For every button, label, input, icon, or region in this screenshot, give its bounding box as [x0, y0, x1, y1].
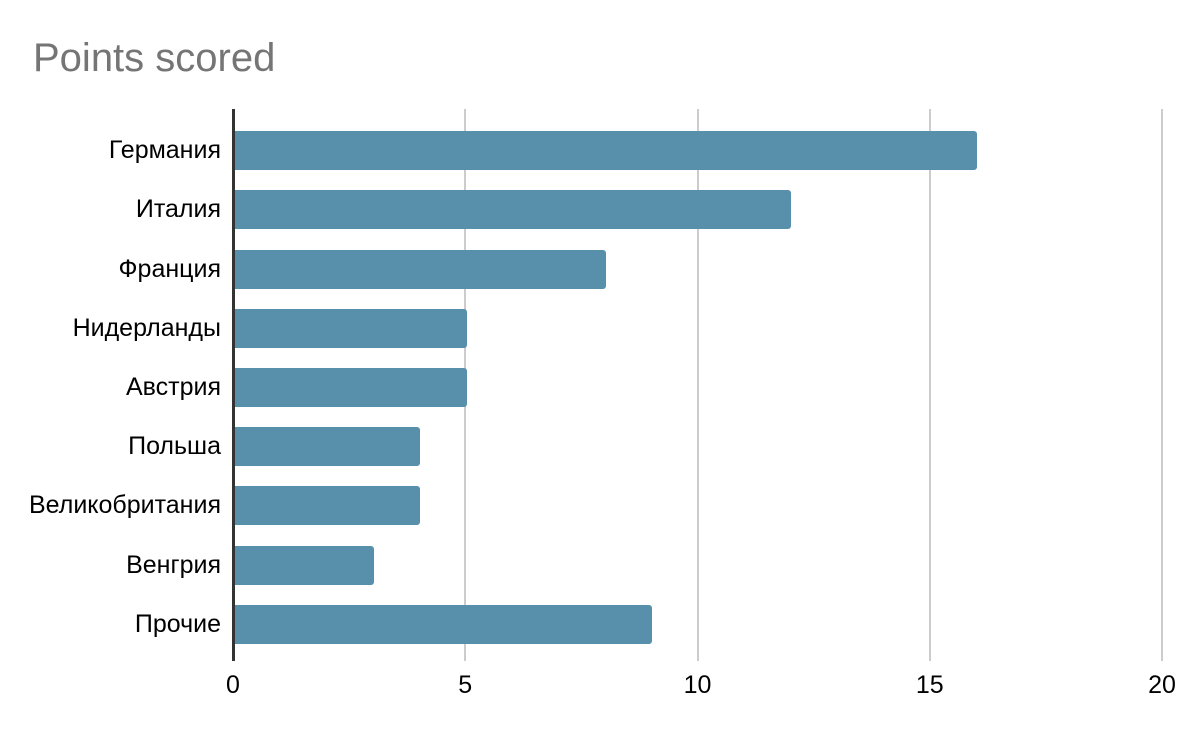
bars-group	[235, 121, 1162, 654]
bar-row	[235, 121, 1162, 180]
bar-austria[interactable]	[235, 367, 467, 407]
category-row: Франция	[0, 239, 221, 298]
plot-area	[232, 109, 1163, 661]
bar-row	[235, 595, 1162, 654]
category-row: Венгрия	[0, 536, 221, 595]
y-axis-baseline	[232, 109, 235, 661]
bar-row	[235, 299, 1162, 358]
category-label: Польша	[128, 432, 221, 461]
bar-row	[235, 476, 1162, 535]
bar-italy[interactable]	[235, 190, 792, 230]
category-row: Австрия	[0, 358, 221, 417]
bar-row	[235, 358, 1162, 417]
category-row: Великобритания	[0, 476, 221, 535]
chart-title: Points scored	[33, 36, 276, 80]
gridline-20	[1161, 109, 1163, 661]
bar-france[interactable]	[235, 249, 606, 289]
category-label: Венгрия	[126, 550, 221, 579]
category-row: Польша	[0, 417, 221, 476]
bar-germany[interactable]	[235, 131, 977, 171]
category-row: Прочие	[0, 595, 221, 654]
bar-hungary[interactable]	[235, 545, 375, 585]
x-axis-tick-labels: 0 5 10 15 20	[226, 671, 1176, 703]
bar-others[interactable]	[235, 604, 653, 644]
category-label: Австрия	[125, 372, 221, 401]
category-label: Прочие	[134, 609, 221, 638]
category-row: Нидерланды	[0, 299, 221, 358]
category-label: Франция	[118, 254, 221, 283]
x-tick-label: 20	[1148, 671, 1176, 699]
x-tick-label: 0	[226, 671, 240, 699]
x-tick-label: 15	[915, 671, 944, 699]
bar-poland[interactable]	[235, 427, 421, 467]
bar-uk[interactable]	[235, 486, 421, 526]
gridline-10	[696, 109, 699, 661]
category-axis-labels: Германия Италия Франция Нидерланды Австр…	[0, 121, 221, 654]
bar-row	[235, 417, 1162, 476]
bar-row	[235, 180, 1162, 239]
category-label: Великобритания	[29, 491, 221, 520]
x-tick-label: 5	[458, 671, 473, 699]
category-row: Италия	[0, 180, 221, 239]
category-label: Италия	[135, 195, 221, 224]
bar-netherlands[interactable]	[235, 308, 467, 348]
category-row: Германия	[0, 121, 221, 180]
category-label: Германия	[108, 136, 221, 165]
bar-row	[235, 536, 1162, 595]
category-label: Нидерланды	[72, 313, 221, 342]
gridline-15	[928, 109, 931, 661]
bar-row	[235, 239, 1162, 298]
x-tick-label: 10	[683, 671, 712, 699]
